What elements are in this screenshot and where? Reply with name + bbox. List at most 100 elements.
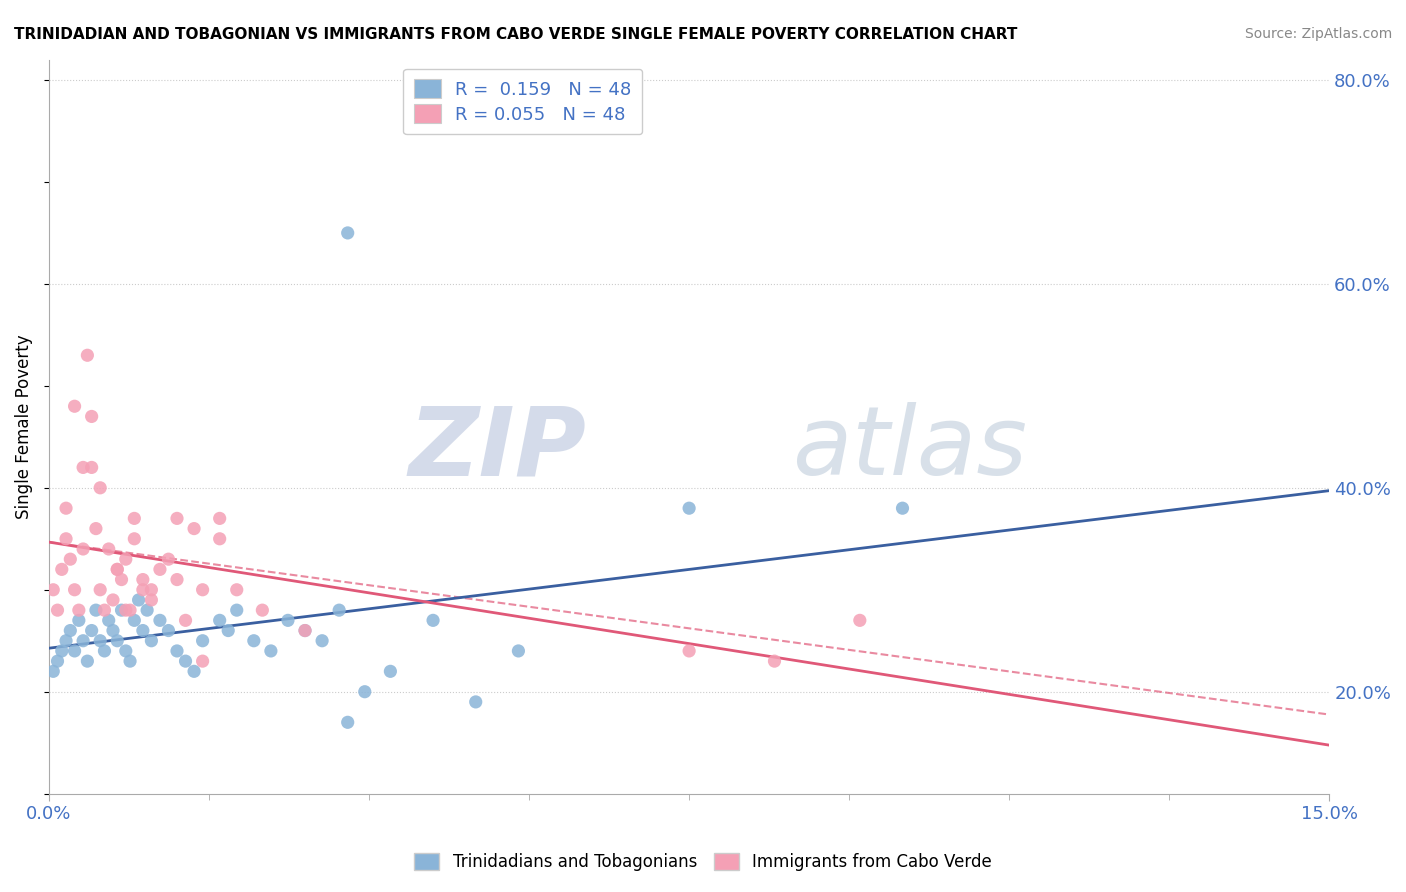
- Point: [120, 654, 142, 668]
- Point: [132, 573, 155, 587]
- Point: [191, 654, 214, 668]
- Point: [166, 511, 188, 525]
- Point: [97, 613, 120, 627]
- Point: [63, 399, 86, 413]
- Point: [42, 665, 65, 679]
- Point: [217, 624, 239, 638]
- Point: [93, 603, 115, 617]
- Point: [120, 603, 142, 617]
- Point: [294, 624, 316, 638]
- Point: [72, 633, 94, 648]
- Point: [464, 695, 486, 709]
- Point: [763, 654, 786, 668]
- Point: [149, 613, 172, 627]
- Point: [110, 573, 132, 587]
- Point: [59, 624, 82, 638]
- Point: [80, 409, 103, 424]
- Point: [157, 624, 180, 638]
- Point: [105, 562, 128, 576]
- Point: [124, 613, 146, 627]
- Point: [277, 613, 299, 627]
- Point: [46, 654, 69, 668]
- Point: [191, 633, 214, 648]
- Point: [208, 511, 231, 525]
- Point: [191, 582, 214, 597]
- Point: [105, 633, 128, 648]
- Point: [336, 226, 359, 240]
- Point: [208, 613, 231, 627]
- Text: ZIP: ZIP: [409, 402, 586, 495]
- Text: Source: ZipAtlas.com: Source: ZipAtlas.com: [1244, 27, 1392, 41]
- Legend: R =  0.159   N = 48, R = 0.055   N = 48: R = 0.159 N = 48, R = 0.055 N = 48: [404, 69, 643, 135]
- Point: [67, 613, 90, 627]
- Point: [55, 501, 77, 516]
- Point: [59, 552, 82, 566]
- Point: [311, 633, 333, 648]
- Y-axis label: Single Female Poverty: Single Female Poverty: [15, 334, 32, 519]
- Point: [55, 633, 77, 648]
- Legend: Trinidadians and Tobagonians, Immigrants from Cabo Verde: Trinidadians and Tobagonians, Immigrants…: [406, 845, 1000, 880]
- Point: [114, 552, 136, 566]
- Point: [72, 460, 94, 475]
- Point: [678, 644, 700, 658]
- Point: [141, 633, 163, 648]
- Point: [51, 644, 73, 658]
- Point: [336, 715, 359, 730]
- Point: [51, 562, 73, 576]
- Point: [132, 624, 155, 638]
- Point: [114, 603, 136, 617]
- Point: [208, 532, 231, 546]
- Point: [124, 532, 146, 546]
- Point: [166, 573, 188, 587]
- Point: [93, 644, 115, 658]
- Point: [508, 644, 530, 658]
- Point: [84, 522, 107, 536]
- Point: [105, 562, 128, 576]
- Point: [46, 603, 69, 617]
- Point: [72, 541, 94, 556]
- Point: [422, 613, 444, 627]
- Point: [128, 593, 150, 607]
- Point: [110, 603, 132, 617]
- Point: [157, 552, 180, 566]
- Point: [294, 624, 316, 638]
- Point: [353, 684, 375, 698]
- Point: [67, 603, 90, 617]
- Point: [132, 582, 155, 597]
- Point: [849, 613, 872, 627]
- Text: TRINIDADIAN AND TOBAGONIAN VS IMMIGRANTS FROM CABO VERDE SINGLE FEMALE POVERTY C: TRINIDADIAN AND TOBAGONIAN VS IMMIGRANTS…: [14, 27, 1018, 42]
- Point: [141, 582, 163, 597]
- Point: [63, 582, 86, 597]
- Point: [80, 460, 103, 475]
- Point: [80, 624, 103, 638]
- Point: [678, 501, 700, 516]
- Point: [174, 654, 197, 668]
- Point: [89, 633, 111, 648]
- Text: atlas: atlas: [792, 402, 1026, 495]
- Point: [42, 582, 65, 597]
- Point: [101, 624, 124, 638]
- Point: [174, 613, 197, 627]
- Point: [63, 644, 86, 658]
- Point: [149, 562, 172, 576]
- Point: [183, 665, 205, 679]
- Point: [166, 644, 188, 658]
- Point: [97, 541, 120, 556]
- Point: [89, 481, 111, 495]
- Point: [84, 603, 107, 617]
- Point: [260, 644, 283, 658]
- Point: [225, 582, 247, 597]
- Point: [76, 348, 98, 362]
- Point: [124, 511, 146, 525]
- Point: [328, 603, 350, 617]
- Point: [101, 593, 124, 607]
- Point: [76, 654, 98, 668]
- Point: [891, 501, 914, 516]
- Point: [141, 593, 163, 607]
- Point: [89, 582, 111, 597]
- Point: [136, 603, 159, 617]
- Point: [243, 633, 266, 648]
- Point: [225, 603, 247, 617]
- Point: [183, 522, 205, 536]
- Point: [114, 644, 136, 658]
